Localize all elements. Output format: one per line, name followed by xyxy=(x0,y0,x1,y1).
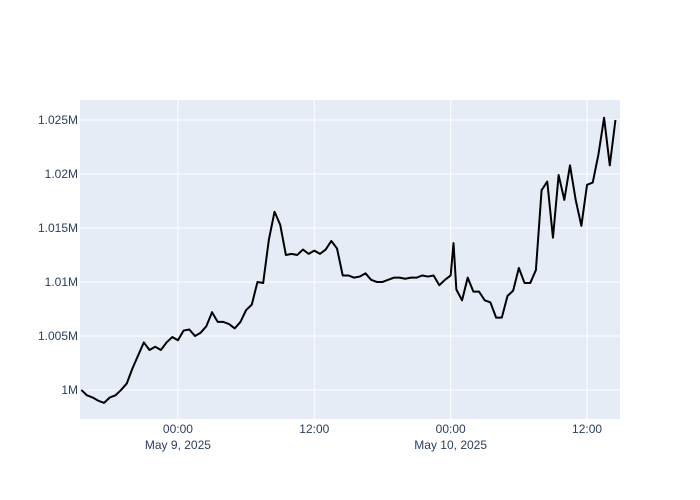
x-tick-label: 12:00 xyxy=(299,422,329,436)
x-tick-label: 00:00 May 9, 2025 xyxy=(145,422,211,452)
x-tick-label-line: 00:00 xyxy=(163,422,193,436)
x-tick-label: 00:00 May 10, 2025 xyxy=(414,422,487,452)
y-tick-label: 1.02M xyxy=(45,167,78,181)
x-tick-label-line: 12:00 xyxy=(299,422,329,436)
plot-background xyxy=(80,100,620,419)
x-tick-label-line: May 10, 2025 xyxy=(414,438,487,452)
y-tick-label: 1.01M xyxy=(45,275,78,289)
line-series xyxy=(80,116,617,404)
y-tick-label: 1.025M xyxy=(38,113,78,127)
y-tick-label: 1M xyxy=(61,383,78,397)
x-tick-label-line: 00:00 xyxy=(436,422,466,436)
x-tick-label-line: 12:00 xyxy=(572,422,602,436)
y-tick-label: 1.015M xyxy=(38,221,78,235)
y-tick-label: 1.005M xyxy=(38,329,78,343)
x-tick-label-line: May 9, 2025 xyxy=(145,438,211,452)
x-tick-label: 12:00 xyxy=(572,422,602,436)
